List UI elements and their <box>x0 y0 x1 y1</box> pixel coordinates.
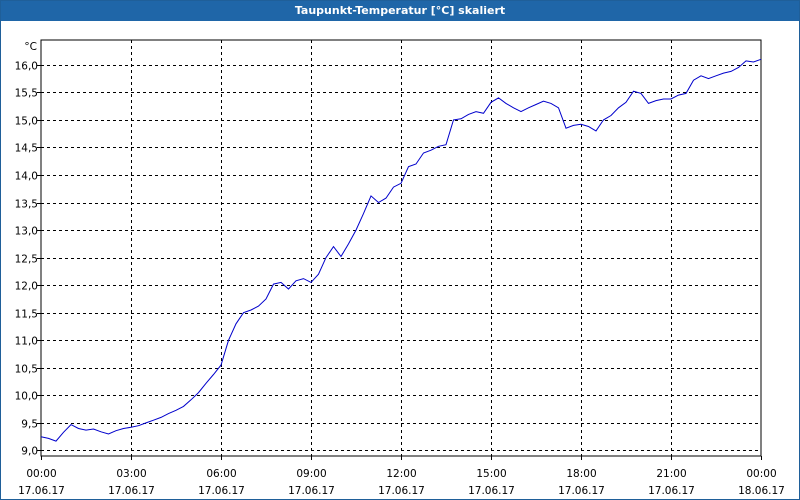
grid <box>41 40 761 456</box>
y-tick-label: 15,0 <box>15 116 38 128</box>
x-tick-label-time: 06:00 <box>206 468 236 480</box>
y-tick-label: 13,5 <box>15 199 38 211</box>
x-tick-label-time: 00:00 <box>26 468 56 480</box>
y-tick-label: 11,5 <box>15 309 38 321</box>
x-tick-label-date: 17.06.17 <box>288 485 335 497</box>
y-tick-label: 14,5 <box>15 143 38 155</box>
x-tick-label-date: 17.06.17 <box>108 485 155 497</box>
y-tick-label: 10,5 <box>15 364 38 376</box>
y-tick-label: 12,0 <box>15 281 38 293</box>
x-tick-label-time: 03:00 <box>116 468 146 480</box>
y-tick-label: 9,5 <box>21 419 38 431</box>
x-tick-label-time: 00:00 <box>746 468 776 480</box>
y-tick-label: 15,5 <box>15 88 38 100</box>
x-tick-label-date: 17.06.17 <box>648 485 695 497</box>
y-tick-label: 10,0 <box>15 391 38 403</box>
chart-title: Taupunkt-Temperatur [°C] skaliert <box>1 1 799 21</box>
x-tick-label-time: 18:00 <box>566 468 596 480</box>
x-tick-label-time: 15:00 <box>476 468 506 480</box>
y-tick-label: 16,0 <box>15 61 38 73</box>
axes <box>37 39 762 460</box>
x-tick-label-date: 17.06.17 <box>558 485 605 497</box>
x-tick-label-date: 17.06.17 <box>198 485 245 497</box>
y-tick-label: 13,0 <box>15 226 38 238</box>
y-axis-label: °C <box>24 41 37 53</box>
x-tick-label-date: 17.06.17 <box>18 485 65 497</box>
x-tick-label-time: 09:00 <box>296 468 326 480</box>
series-layer <box>40 58 762 442</box>
y-tick-labels: 9,0 9,5 10,0 10,5 11,0 11,5 12,0 12,5 13,0 13,5 14… <box>15 61 38 458</box>
x-tick-label-time: 21:00 <box>656 468 686 480</box>
y-tick-label: 9,0 <box>21 446 38 458</box>
x-tick-label-date: 18.06.17 <box>738 485 785 497</box>
y-tick-label: 11,0 <box>15 336 38 348</box>
y-tick-label: 14,0 <box>15 171 38 183</box>
x-tick-label-time: 12:00 <box>386 468 416 480</box>
x-tick-label-date: 17.06.17 <box>468 485 515 497</box>
x-tick-label-date: 17.06.17 <box>378 485 425 497</box>
y-tick-label: 12,5 <box>15 254 38 266</box>
series-line <box>40 58 762 442</box>
x-tick-labels: 00:00 17.06.17 03:00 17.06.17 06:00 17.06.17 0… <box>18 468 785 497</box>
